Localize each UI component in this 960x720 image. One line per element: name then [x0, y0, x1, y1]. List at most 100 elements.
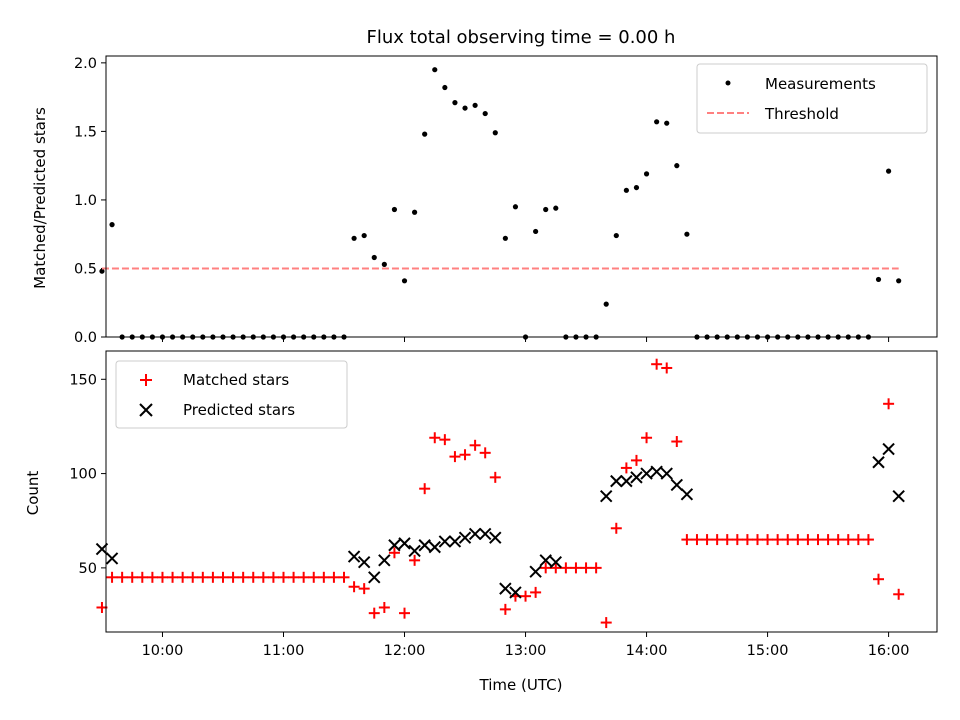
matched-star-point: [822, 534, 834, 546]
bottom-x-ticks: 10:00 11:00 12:00 13:00 14:00 15:00 16:00: [142, 632, 909, 659]
matched-star-point: [388, 547, 400, 559]
matched-star-point: [439, 434, 451, 446]
matched-star-point: [126, 571, 138, 583]
matched-star-point: [520, 590, 532, 602]
measurement-point: [543, 206, 549, 213]
predicted-star-point: [388, 539, 401, 552]
chart-title: Flux total observing time = 0.00 h: [367, 27, 676, 48]
top-panel: Flux total observing time = 0.00 h Match…: [31, 27, 938, 346]
matched-star-point: [620, 462, 632, 474]
matched-star-point: [751, 534, 763, 546]
predicted-star-point: [892, 490, 905, 503]
matched-star-point: [277, 571, 289, 583]
top-y-axis-label: Matched/Predicted stars: [31, 107, 49, 289]
measurement-point: [411, 209, 418, 215]
predicted-star-point: [478, 527, 492, 541]
matched-star-point: [691, 534, 703, 546]
measurement-point: [442, 84, 448, 91]
matched-star-point: [156, 571, 168, 583]
legend-measurements-marker: [725, 80, 731, 86]
matched-star-point: [338, 571, 350, 583]
predicted-star-point: [408, 544, 421, 558]
matched-star-point: [671, 436, 683, 448]
measurement-point: [472, 102, 478, 108]
measurement-point: [613, 232, 619, 239]
measurement-point: [452, 100, 458, 106]
legend-predicted-label: Predicted stars: [183, 401, 295, 419]
measurement-point: [462, 105, 468, 111]
matched-star-point: [570, 562, 582, 574]
matched-star-point: [762, 534, 774, 546]
matched-star-point: [893, 588, 905, 600]
predicted-star-point: [489, 531, 502, 544]
measurement-point: [885, 168, 892, 174]
predicted-star-point: [670, 478, 684, 492]
x-tick-label: 11:00: [263, 643, 305, 659]
matched-star-point: [358, 583, 370, 595]
legend-matched-marker: [140, 374, 152, 386]
legend-predicted-marker: [139, 403, 153, 417]
matched-star-point: [600, 617, 612, 629]
measurement-point: [432, 67, 438, 73]
top-y-tick-label: 0.0: [74, 330, 97, 346]
predicted-star-point: [529, 565, 542, 578]
x-tick-label: 10:00: [142, 643, 184, 659]
measurement-point: [512, 204, 519, 210]
predicted-star-point: [600, 490, 613, 503]
legend-measurements-label: Measurements: [765, 75, 876, 93]
top-legend: Measurements Threshold: [696, 63, 928, 134]
legend-threshold-label: Threshold: [764, 105, 839, 123]
matched-star-point: [832, 534, 844, 546]
top-legend-box: [696, 63, 928, 134]
bottom-legend: Matched stars Predicted stars: [115, 360, 348, 429]
matched-star-point: [883, 398, 895, 410]
matched-star-point: [257, 571, 269, 583]
measurement-point: [896, 278, 902, 284]
matched-star-point: [469, 439, 481, 451]
matched-star-point: [267, 571, 279, 583]
matched-star-point: [167, 571, 179, 583]
top-axes-frame: [105, 55, 938, 338]
top-y-tick-label: 1.0: [74, 193, 97, 209]
matched-star-point: [852, 534, 864, 546]
matched-star-point: [368, 607, 380, 619]
bottom-legend-box: [115, 360, 348, 429]
predicted-star-point: [428, 540, 441, 554]
matched-star-point: [489, 471, 501, 483]
matched-star-point: [116, 571, 128, 583]
x-tick-label: 15:00: [747, 643, 789, 659]
measurement-point: [401, 278, 408, 284]
measurement-point: [533, 228, 539, 235]
matched-star-point: [772, 534, 784, 546]
bottom-panel: Count Time (UTC) 50 100 150 10:00 11:00 12:0…: [24, 350, 938, 694]
measurement-point: [633, 184, 640, 191]
measurement-point: [109, 222, 115, 228]
matched-star-point: [237, 571, 249, 583]
matched-star-point: [681, 534, 693, 546]
matched-star-point: [862, 534, 874, 546]
predicted-star-point: [105, 552, 119, 565]
matched-star-point: [782, 534, 794, 546]
measurement-point: [654, 119, 660, 125]
measurement-point: [391, 206, 398, 213]
measurement-point: [623, 187, 629, 193]
matched-star-point: [630, 454, 642, 466]
matched-star-point: [842, 534, 854, 546]
matched-star-point: [177, 571, 189, 583]
matched-star-point: [308, 571, 320, 583]
matched-star-point: [711, 534, 723, 546]
predicted-star-point: [640, 467, 653, 480]
bottom-y-tick-label: 100: [69, 467, 97, 483]
matched-star-point: [560, 562, 572, 574]
matched-star-point: [146, 571, 158, 583]
predicted-star-point: [650, 465, 663, 478]
measurement-point: [684, 231, 690, 237]
matched-star-point: [106, 571, 118, 583]
matched-star-point: [136, 571, 148, 583]
matched-star-point: [459, 449, 471, 461]
matched-star-point: [610, 522, 622, 534]
predicted-star-point: [872, 456, 885, 469]
bottom-y-tick-label: 50: [79, 561, 97, 577]
measurement-point: [553, 205, 559, 211]
